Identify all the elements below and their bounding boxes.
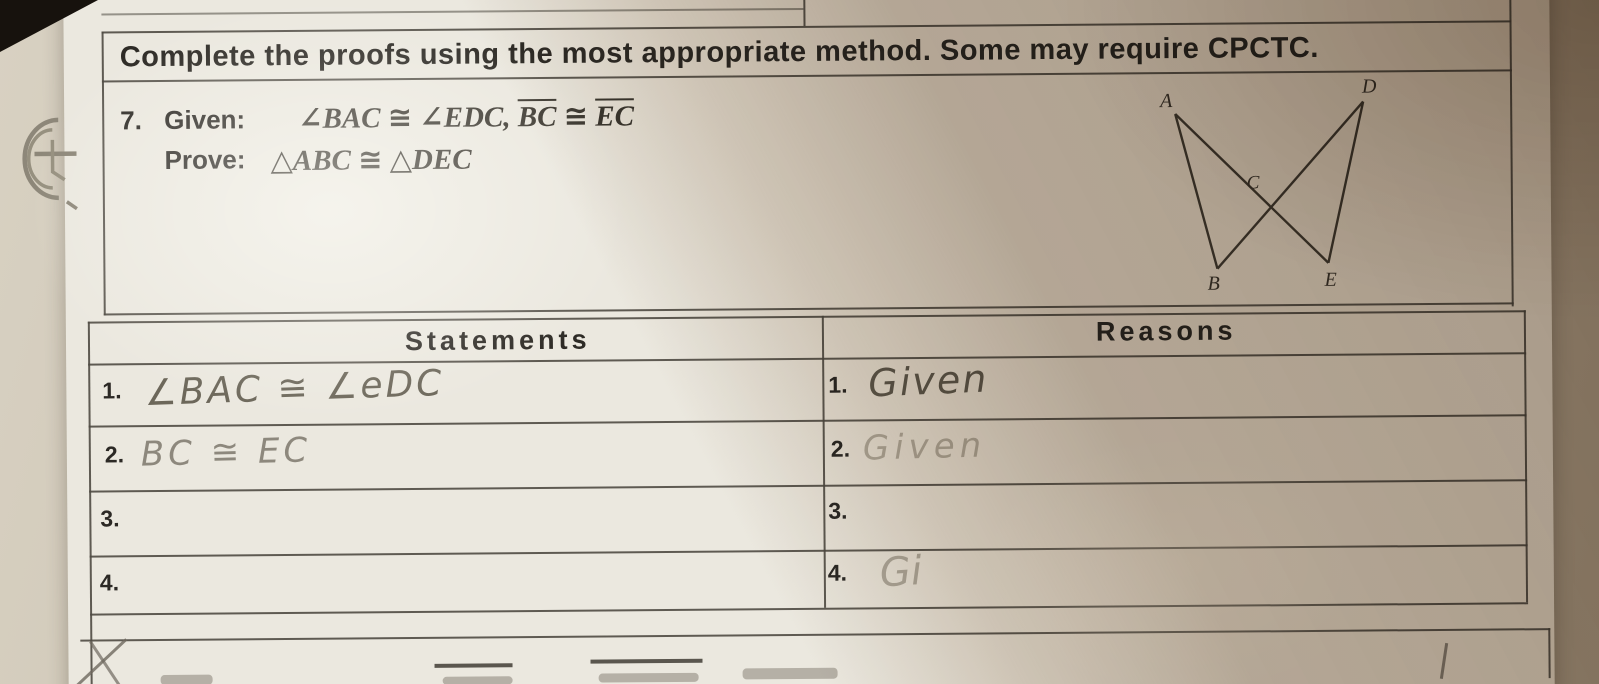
next-problem-text-fragment-3 bbox=[598, 672, 699, 683]
figure-label-A: A bbox=[1158, 90, 1173, 112]
statement-3-number: 3. bbox=[100, 505, 120, 532]
prove-label: Prove: bbox=[164, 144, 246, 175]
given-congruent-symbol: ≅ bbox=[563, 100, 589, 133]
given-segment-2: EC bbox=[595, 100, 635, 133]
reasons-column-header: Reasons bbox=[1095, 315, 1237, 347]
statement-4-number: 4. bbox=[99, 569, 120, 596]
centerline-mark-icon bbox=[22, 117, 78, 211]
segment-DE bbox=[1327, 101, 1365, 264]
segment-DB bbox=[1216, 100, 1365, 270]
reason-4-number: 4. bbox=[827, 559, 848, 586]
given-comma: , bbox=[503, 101, 511, 134]
statement-1-number: 1. bbox=[102, 377, 122, 404]
next-problem-text-fragment-1 bbox=[160, 674, 213, 684]
handwritten-reason-4: Gi bbox=[878, 547, 924, 597]
given-angle-congruence: ∠BAC ≅ ∠EDC bbox=[298, 101, 504, 135]
given-label: Given: bbox=[164, 104, 246, 135]
figure-label-E: E bbox=[1323, 269, 1336, 291]
top-remnant-divider bbox=[803, 0, 806, 26]
figure-label-C: C bbox=[1247, 172, 1260, 193]
given-statement: ∠BAC ≅ ∠EDC, BC ≅ EC bbox=[298, 98, 634, 136]
reason-2-number: 2. bbox=[830, 435, 851, 462]
handwritten-reason-1: Given bbox=[867, 356, 990, 406]
next-section-right-border bbox=[1548, 628, 1551, 679]
next-problem-overline-1 bbox=[434, 663, 513, 668]
statements-column-header: Statements bbox=[404, 324, 591, 357]
next-problem-text-fragment-4 bbox=[742, 667, 838, 680]
triangle-figure: A D C B E bbox=[1158, 77, 1377, 295]
reason-1-number: 1. bbox=[828, 371, 848, 398]
handwritten-statement-2: BC ≅ EC bbox=[140, 430, 312, 475]
problem-number: 7. bbox=[120, 105, 143, 136]
pencil-x-mark bbox=[73, 638, 128, 684]
figure-label-D: D bbox=[1361, 77, 1377, 97]
statement-2-number: 2. bbox=[104, 441, 125, 468]
given-segment-1: BC bbox=[517, 100, 557, 134]
handwritten-reason-2: Given bbox=[862, 425, 987, 469]
reason-3-number: 3. bbox=[828, 497, 848, 524]
prove-statement: △ABC ≅ △DEC bbox=[270, 143, 472, 178]
next-problem-text-fragment-2 bbox=[442, 676, 513, 684]
segment-AB bbox=[1174, 113, 1219, 270]
figure-label-B: B bbox=[1207, 273, 1219, 295]
